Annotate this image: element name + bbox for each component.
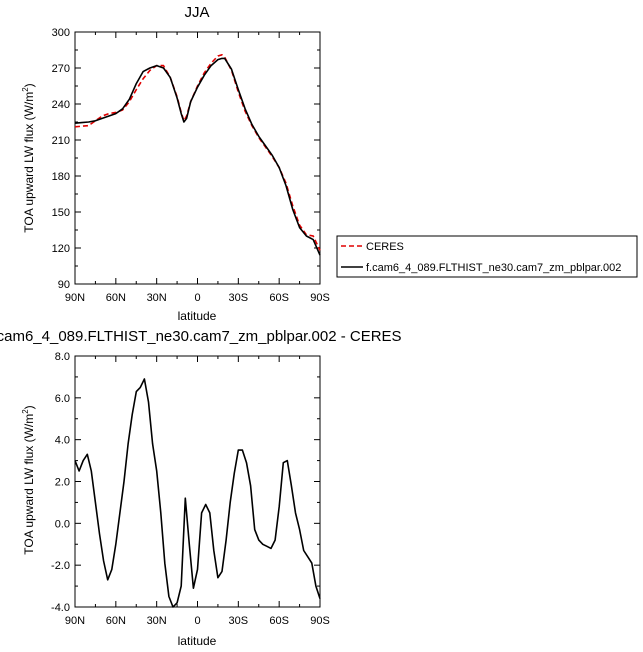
x-tick-label: 60N	[106, 615, 126, 627]
x-tick-label: 90N	[65, 292, 85, 304]
y-tick-label: 150	[52, 207, 70, 219]
series-line-model	[74, 57, 321, 256]
series-line-difference	[74, 378, 321, 608]
y-tick-label: 120	[52, 243, 70, 255]
legend-label-model: f.cam6_4_089.FLTHIST_ne30.cam7_zm_pblpar…	[366, 262, 621, 274]
y-tick-label: 180	[52, 171, 70, 183]
legend-label-ceres: CERES	[366, 241, 404, 253]
x-tick-label: 60S	[269, 292, 289, 304]
y-tick-label: 270	[52, 63, 70, 75]
y-tick-label: 210	[52, 135, 70, 147]
x-tick-label: 30S	[229, 292, 249, 304]
legend: CERES f.cam6_4_089.FLTHIST_ne30.cam7_zm_…	[336, 235, 638, 278]
x-tick-label: 0	[194, 292, 200, 304]
y-tick-label: 8.0	[55, 351, 70, 363]
plot-frame	[74, 31, 321, 285]
x-tick-label: 60S	[269, 615, 289, 627]
x-tick-label: 30N	[147, 615, 167, 627]
x-tick-label: 90S	[310, 615, 330, 627]
x-tick-label: 90N	[65, 615, 85, 627]
panel-bottom: .cam6_4_089.FLTHIST_ne30.cam7_zm_pblpar.…	[0, 328, 402, 648]
series-line-ceres	[74, 53, 321, 251]
y-tick-label: 4.0	[55, 435, 70, 447]
y-tick-label: 6.0	[55, 393, 70, 405]
y-axis-label: TOA upward LW flux (W/m2)	[21, 83, 36, 232]
legend-box	[336, 235, 638, 278]
y-tick-label: 2.0	[55, 477, 70, 489]
x-tick-label: 30N	[147, 292, 167, 304]
x-axis-label: latitude	[178, 634, 217, 648]
x-tick-label: 90S	[310, 292, 330, 304]
chart-title: JJA	[184, 4, 209, 21]
x-axis-label: latitude	[178, 309, 217, 323]
x-tick-label: 0	[194, 615, 200, 627]
x-tick-label: 60N	[106, 292, 126, 304]
plot-area-top: 90N 60N 30N 0 30S 60S 90S 90 120 150 180 210 240 270 3…	[52, 27, 330, 304]
panel-top: JJA 90N 60N 30N 0 30S 60S 90S 90 120 150 180 210 240…	[21, 4, 638, 323]
y-tick-label: -2.0	[51, 560, 70, 572]
plot-area-bottom: 90N 60N 30N 0 30S 60S 90S -4.0 -2.0 0.0 2.0 4.0 6.0 8…	[51, 351, 330, 627]
y-axis-label: TOA upward LW flux (W/m2)	[21, 405, 36, 554]
y-tick-label: 90	[58, 279, 70, 291]
x-tick-label: 30S	[229, 615, 249, 627]
y-tick-label: 300	[52, 27, 70, 39]
y-tick-label: -4.0	[51, 602, 70, 614]
y-tick-label: 240	[52, 99, 70, 111]
chart-title: .cam6_4_089.FLTHIST_ne30.cam7_zm_pblpar.…	[0, 328, 402, 345]
y-tick-label: 0.0	[55, 518, 70, 530]
